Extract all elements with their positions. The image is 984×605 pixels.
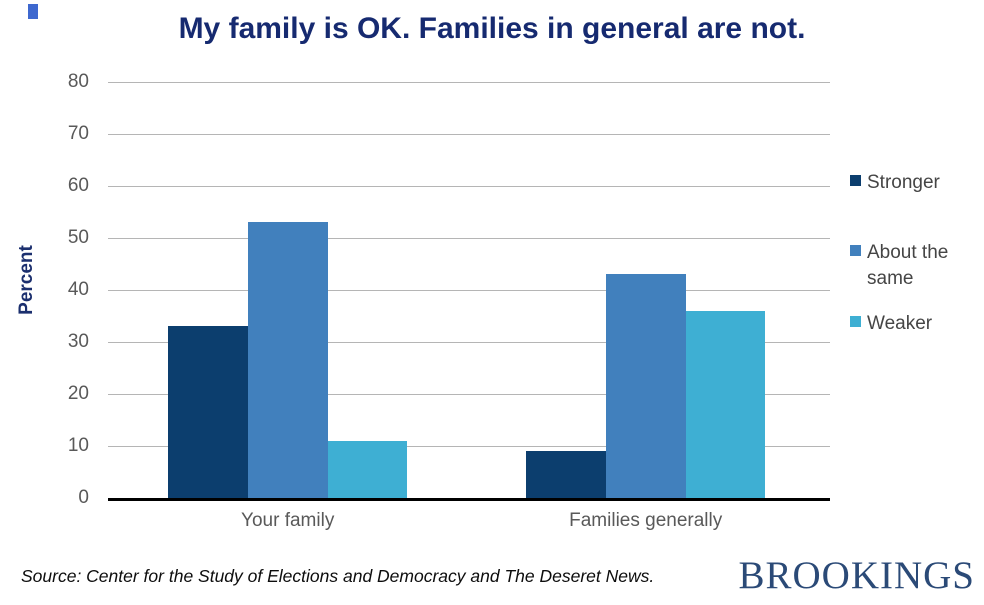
y-tick-label: 60 (67, 175, 89, 196)
source-note: Source: Center for the Study of Election… (21, 566, 655, 586)
legend-item-stronger: Stronger (850, 170, 980, 196)
y-tick-label: 20 (67, 383, 89, 404)
gridline (108, 342, 830, 343)
plot-area (108, 82, 830, 501)
gridline (108, 82, 830, 83)
chart-title: My family is OK. Families in general are… (178, 12, 806, 45)
bar-about-the-same-2 (605, 274, 686, 498)
y-tick-label: 10 (67, 435, 89, 456)
y-tick-label: 30 (67, 331, 89, 352)
gridline (108, 446, 830, 447)
gridline (108, 186, 830, 187)
legend-item-weaker: Weaker (850, 311, 980, 337)
y-tick-label: 70 (67, 123, 89, 144)
brookings-logo: BROOKINGS (738, 554, 975, 597)
gridline (108, 290, 830, 291)
legend-label: Stronger (867, 172, 940, 193)
legend-swatch (850, 245, 861, 256)
legend-swatch (850, 316, 861, 327)
gridline (108, 134, 830, 135)
cursor-artifact (28, 4, 38, 19)
x-category-label: Your family (241, 510, 335, 531)
y-tick-label: 50 (67, 227, 89, 248)
x-category-label: Families generally (569, 510, 723, 531)
bar-stronger-1 (168, 326, 248, 498)
y-tick-label: 40 (67, 279, 89, 300)
bar-weaker-1 (327, 440, 408, 498)
bar-about-the-same-1 (247, 222, 328, 498)
gridline (108, 394, 830, 395)
legend-item-about-the-same: About the same (850, 240, 980, 292)
gridline (108, 238, 830, 239)
y-tick-label: 0 (78, 487, 89, 508)
bar-weaker-2 (685, 310, 766, 498)
legend-label: Weaker (867, 313, 933, 334)
legend-label: About the same (867, 242, 949, 289)
legend-swatch (850, 175, 861, 186)
y-tick-label: 80 (67, 71, 89, 92)
bar-stronger-2 (526, 451, 606, 498)
